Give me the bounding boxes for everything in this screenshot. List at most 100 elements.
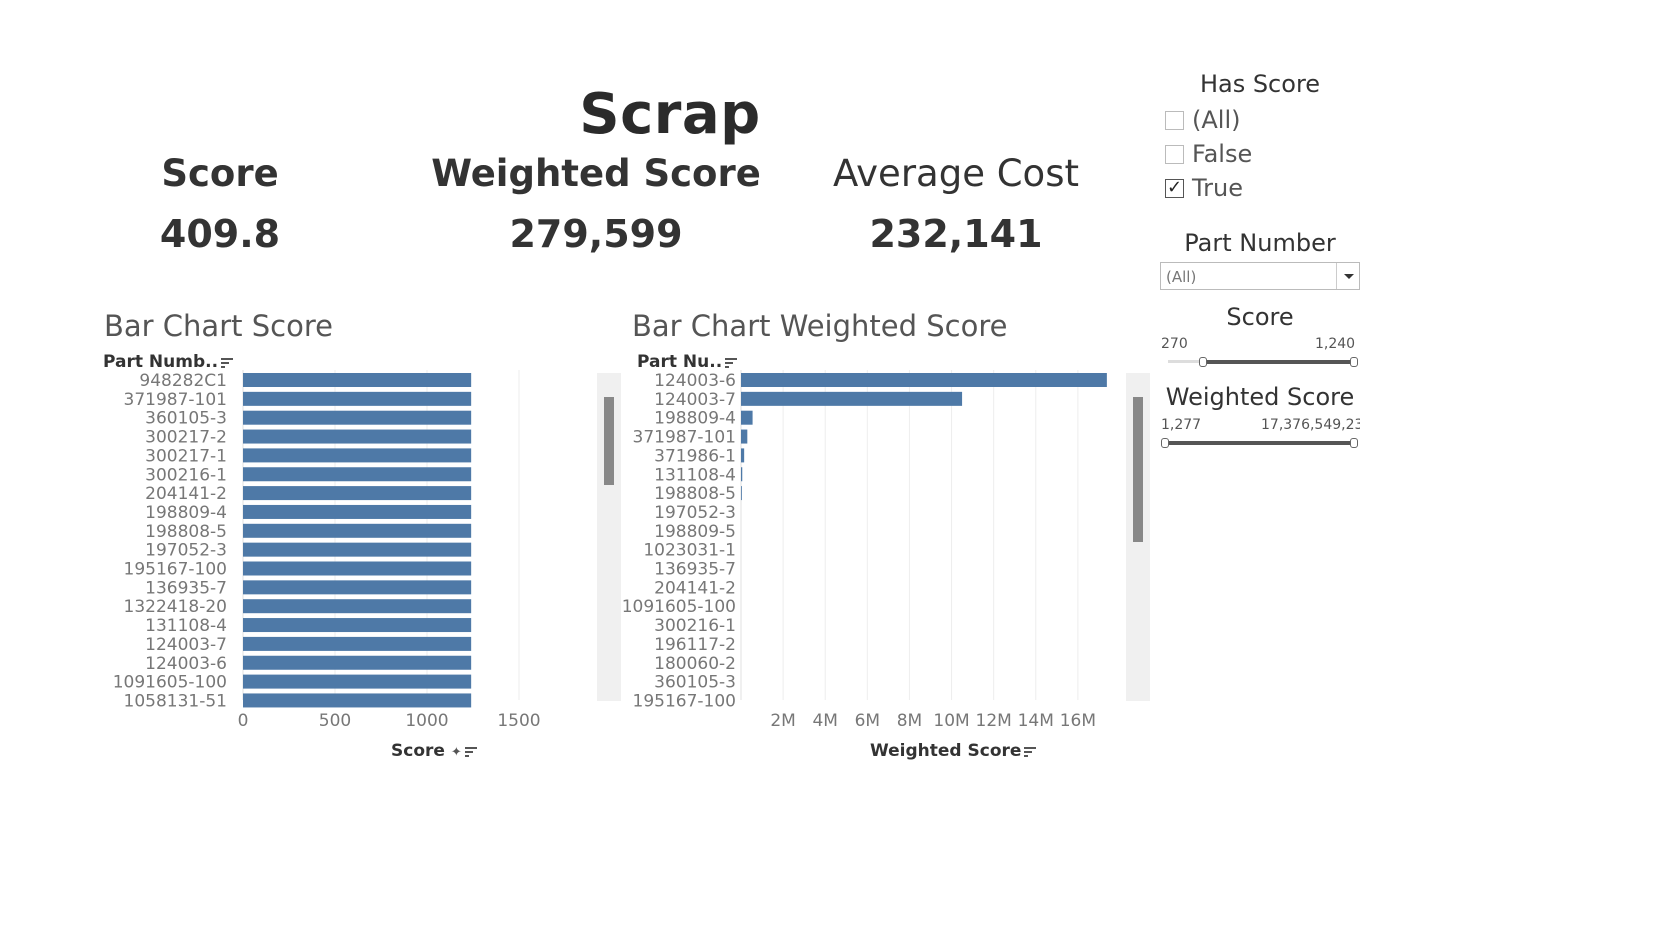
chart-weighted-row-header[interactable]: Part Nu.. [637,352,738,372]
kpi-average-cost-value: 232,141 [869,212,1043,256]
category-label[interactable]: 197052-3 [145,541,227,561]
bar[interactable] [243,618,472,633]
weighted-score-slider-min-handle[interactable] [1161,438,1169,448]
category-label[interactable]: 1091605-100 [113,673,227,693]
sort-icon[interactable] [1024,747,1037,757]
category-label[interactable]: 124003-6 [145,654,227,674]
category-label[interactable]: 371987-101 [124,390,227,410]
bar[interactable] [243,504,472,519]
chart-weighted-scroll-thumb[interactable] [1133,397,1143,542]
category-label[interactable]: 360105-3 [145,409,227,429]
bar[interactable] [243,599,472,614]
bar[interactable] [243,655,472,670]
category-label[interactable]: 124003-7 [654,390,736,410]
checkbox-false[interactable] [1165,144,1184,164]
category-label[interactable]: 204141-2 [654,578,736,598]
bar[interactable] [243,391,472,406]
chart-weighted-x-axis-label: Weighted Score [870,741,1022,761]
filter-option-all[interactable]: (All) [1165,103,1252,137]
category-label[interactable]: 131108-4 [145,616,227,636]
sort-icon[interactable] [221,358,234,368]
chart-weighted-axis-title[interactable]: Weighted Score [870,741,1037,761]
category-label[interactable]: 198808-5 [145,522,227,542]
x-tick-label: 4M [812,711,837,731]
kpi-score-label: Score [161,152,279,195]
filter-option-true-label: True [1192,174,1243,202]
category-label[interactable]: 300217-1 [145,446,227,466]
x-tick-label: 12M [976,711,1012,731]
category-label[interactable]: 136935-7 [654,560,736,580]
weighted-score-slider-max-handle[interactable] [1350,438,1358,448]
score-slider-min-handle[interactable] [1199,357,1207,367]
category-label[interactable]: 198809-5 [654,522,736,542]
dashboard-title: Scrap [579,82,761,147]
bar[interactable] [741,448,745,463]
category-label[interactable]: 300217-2 [145,428,227,448]
category-label[interactable]: 180060-2 [654,654,736,674]
bar[interactable] [741,391,963,406]
category-label[interactable]: 1091605-100 [622,597,736,617]
bar[interactable] [243,636,472,651]
filter-option-true[interactable]: ✓ True [1165,171,1252,205]
chart-score-row-header[interactable]: Part Numb.. [103,352,234,372]
bar[interactable] [243,486,472,501]
filter-has-score-list: (All) False ✓ True [1165,103,1252,205]
category-label[interactable]: 1023031-1 [643,541,736,561]
category-label[interactable]: 124003-7 [145,635,227,655]
bar[interactable] [741,410,753,425]
bar[interactable] [243,523,472,538]
category-label[interactable]: 136935-7 [145,578,227,598]
category-label[interactable]: 131108-4 [654,465,736,485]
category-label[interactable]: 197052-3 [654,503,736,523]
checkbox-all[interactable] [1165,110,1184,130]
pin-icon[interactable]: ✦ [450,745,462,760]
filter-option-all-label: (All) [1192,106,1241,134]
chart-score-scrollbar[interactable] [597,373,621,701]
bar[interactable] [243,674,472,689]
category-label[interactable]: 371986-1 [654,446,736,466]
chart-score-axis-title[interactable]: Score ✦ [391,741,477,761]
weighted-score-slider-range[interactable] [1166,441,1356,445]
filter-option-false[interactable]: False [1165,137,1252,171]
score-slider-max-handle[interactable] [1350,357,1358,367]
category-label[interactable]: 360105-3 [654,673,736,693]
category-label[interactable]: 948282C1 [139,371,227,391]
bar[interactable] [741,429,748,444]
category-label[interactable]: 196117-2 [654,635,736,655]
category-label[interactable]: 1322418-20 [124,597,227,617]
category-label[interactable]: 198809-4 [654,409,736,429]
bar[interactable] [243,580,472,595]
bar[interactable] [243,429,472,444]
filter-option-false-label: False [1192,140,1253,168]
bar[interactable] [741,486,742,501]
chart-weighted-scrollbar[interactable] [1126,373,1150,701]
sort-icon[interactable] [464,747,477,757]
bar[interactable] [741,467,743,482]
chevron-down-icon[interactable] [1336,263,1361,289]
sort-icon[interactable] [725,358,738,368]
filter-part-number-title: Part Number [1184,229,1336,257]
chart-score-scroll-thumb[interactable] [604,397,614,485]
filter-has-score-title: Has Score [1199,70,1321,98]
category-label[interactable]: 198808-5 [654,484,736,504]
category-label[interactable]: 195167-100 [633,691,736,711]
bar[interactable] [243,467,472,482]
bar[interactable] [243,373,472,387]
bar[interactable] [243,410,472,425]
category-label[interactable]: 198809-4 [145,503,227,523]
bar[interactable] [243,542,472,557]
category-label[interactable]: 195167-100 [124,560,227,580]
category-label[interactable]: 204141-2 [145,484,227,504]
bar[interactable] [243,448,472,463]
bar[interactable] [741,373,1107,387]
category-label[interactable]: 1058131-51 [124,691,227,711]
category-label[interactable]: 124003-6 [654,371,736,391]
bar[interactable] [243,561,472,576]
part-number-dropdown[interactable]: (All) [1160,262,1360,290]
category-label[interactable]: 371987-101 [633,428,736,448]
checkbox-true[interactable]: ✓ [1165,178,1184,198]
category-label[interactable]: 300216-1 [654,616,736,636]
bar[interactable] [243,693,472,708]
category-label[interactable]: 300216-1 [145,465,227,485]
x-tick-label: 500 [319,711,351,731]
